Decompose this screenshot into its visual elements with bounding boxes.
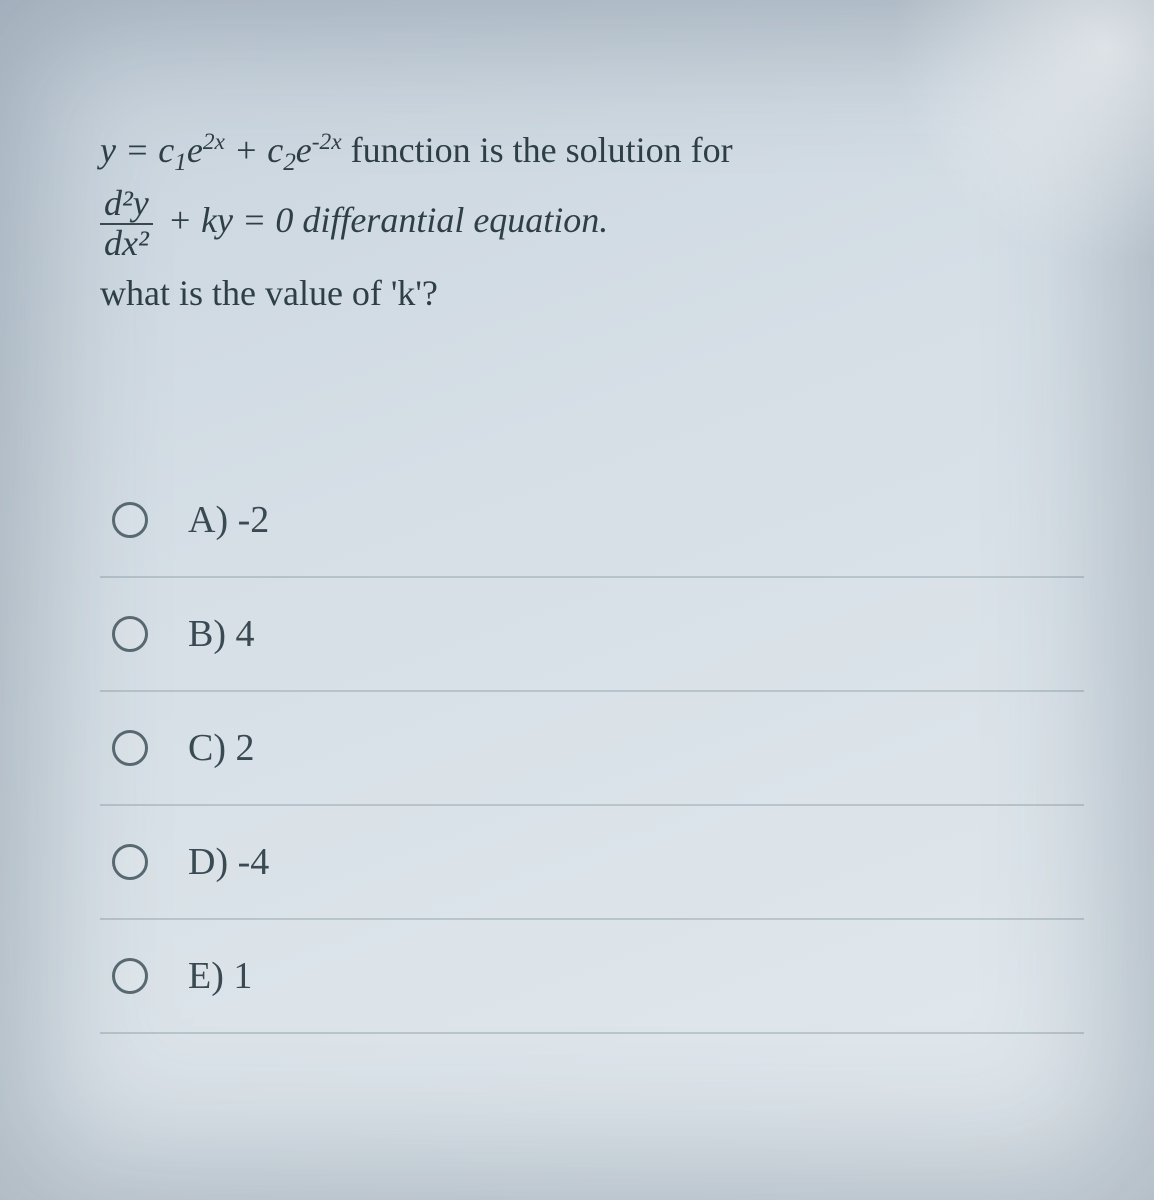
question-stem: y = c1e2x + c2e-2x function is the solut… <box>100 120 1084 324</box>
question-line-1: y = c1e2x + c2e-2x function is the solut… <box>100 120 1084 185</box>
option-label: B) 4 <box>188 612 255 656</box>
option-e[interactable]: E) 1 <box>100 920 1084 1034</box>
option-d[interactable]: D) -4 <box>100 806 1084 920</box>
eq-part: y = c <box>100 130 174 170</box>
eq-sub: 1 <box>174 149 187 176</box>
option-label: E) 1 <box>188 954 252 998</box>
fraction-numerator: d²y <box>100 185 153 225</box>
radio-icon[interactable] <box>112 958 148 994</box>
radio-icon[interactable] <box>112 502 148 538</box>
option-label: A) -2 <box>188 498 269 542</box>
radio-icon[interactable] <box>112 730 148 766</box>
eq-sup: 2x <box>203 129 225 155</box>
option-c[interactable]: C) 2 <box>100 692 1084 806</box>
fraction: d²y dx² <box>100 185 153 263</box>
fraction-denominator: dx² <box>100 225 153 263</box>
question-line-3: what is the value of 'k'? <box>100 263 1084 324</box>
option-b[interactable]: B) 4 <box>100 578 1084 692</box>
eq-part: e <box>296 130 312 170</box>
option-label: C) 2 <box>188 726 255 770</box>
eq-sup: -2x <box>312 129 342 155</box>
equation-y: y = c1e2x + c2e-2x <box>100 130 351 170</box>
eq-part: e <box>187 130 203 170</box>
quiz-page: y = c1e2x + c2e-2x function is the solut… <box>0 0 1154 1034</box>
radio-icon[interactable] <box>112 844 148 880</box>
question-text: + ky = 0 differantial equation. <box>168 200 609 240</box>
eq-part: + c <box>225 130 283 170</box>
question-text: function is the solution for <box>351 130 733 170</box>
options-list: A) -2 B) 4 C) 2 D) -4 E) 1 <box>100 464 1084 1034</box>
radio-icon[interactable] <box>112 616 148 652</box>
question-line-2: d²y dx² + ky = 0 differantial equation. <box>100 185 1084 263</box>
eq-sub: 2 <box>283 149 296 176</box>
option-a[interactable]: A) -2 <box>100 464 1084 578</box>
option-label: D) -4 <box>188 840 269 884</box>
